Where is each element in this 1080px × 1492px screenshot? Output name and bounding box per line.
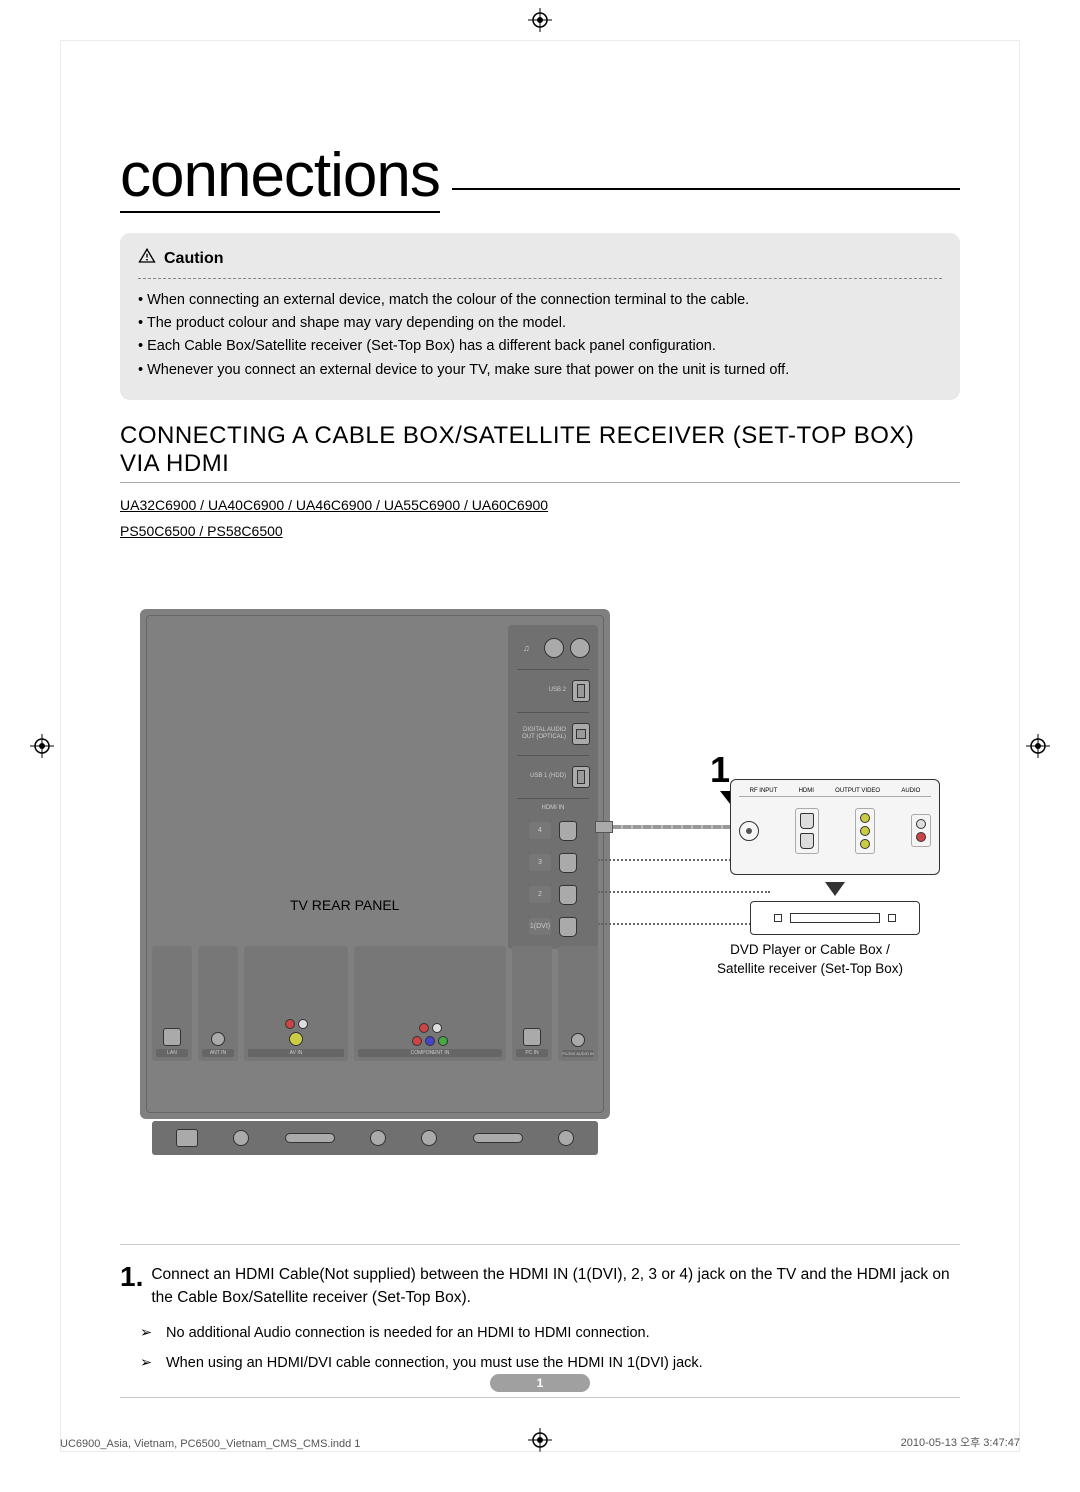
bottom-port-row: LAN ANT IN AV IN COMPONENT IN PC IN PC/D… xyxy=(152,946,598,1061)
usb1-label: USB 1 (HDD) xyxy=(516,773,566,780)
hdmi-port-label: 2 xyxy=(529,886,551,903)
hdmi-port-icon xyxy=(800,833,814,849)
set-top-box-panel: RF INPUT HDMI OUTPUT VIDEO AUDIO xyxy=(730,779,940,875)
hdmi-port-icon xyxy=(559,885,577,905)
port-icon xyxy=(421,1130,437,1146)
arrow-down-icon xyxy=(825,882,845,896)
tv-panel-label: TV REAR PANEL xyxy=(290,897,399,913)
side-port-column: ♫ USB 2 DIGITAL AUDIO OUT (OPTICAL) USB … xyxy=(508,625,598,949)
stb-port-label: HDMI xyxy=(799,788,814,794)
stb-caption: DVD Player or Cable Box / Satellite rece… xyxy=(690,941,930,979)
footer-timestamp: 2010-05-13 오후 3:47:47 xyxy=(901,1434,1020,1450)
hdmi-port-label: 3 xyxy=(529,854,551,871)
usb2-label: USB 2 xyxy=(516,687,566,694)
lan-port-icon xyxy=(163,1028,181,1046)
hdmi-port-icon xyxy=(800,813,814,829)
hdmi-port-group: HDMI IN 4 3 2 1(DVI) xyxy=(508,805,598,941)
connection-line xyxy=(598,923,770,925)
rf-port-icon xyxy=(739,821,759,841)
port-icon xyxy=(233,1130,249,1146)
port-icon xyxy=(370,1130,386,1146)
hdmi-header-label: HDMI IN xyxy=(508,805,598,811)
port-icon xyxy=(285,1133,335,1143)
step-number: 1 xyxy=(710,749,730,791)
stb-port-label: AUDIO xyxy=(901,788,920,794)
port-icon xyxy=(176,1129,198,1147)
headphone-jack-icon: ♫ xyxy=(544,638,564,658)
page-frame: connections Caution When connecting an e… xyxy=(60,40,1020,1452)
pc-audio-port-icon xyxy=(571,1033,585,1047)
page-number-badge: 1 xyxy=(490,1374,590,1392)
optical-label: DIGITAL AUDIO OUT (OPTICAL) xyxy=(516,727,566,740)
title-rule xyxy=(452,188,960,190)
stb-port-label: OUTPUT VIDEO xyxy=(835,788,880,794)
dvd-player-icon xyxy=(750,901,920,935)
bottom-connector-bar xyxy=(152,1121,598,1155)
registration-mark-top xyxy=(528,8,552,32)
connection-line xyxy=(598,891,770,893)
usb-port-icon xyxy=(572,680,590,702)
pc-in-port-icon xyxy=(523,1028,541,1046)
hdmi-port-label: 1(DVI) xyxy=(529,918,551,935)
port-icon xyxy=(473,1133,523,1143)
tv-rear-panel: TV REAR PANEL ♫ USB 2 DIGITAL AUDIO OUT … xyxy=(140,609,610,1119)
port-icon xyxy=(558,1130,574,1146)
footer-filename: UC6900_Asia, Vietnam, PC6500_Vietnam_CMS… xyxy=(60,1438,360,1450)
service-port-icon xyxy=(570,638,590,658)
connection-diagram: TV REAR PANEL ♫ USB 2 DIGITAL AUDIO OUT … xyxy=(120,569,960,1139)
registration-mark-left xyxy=(30,734,54,758)
hdmi-port-icon xyxy=(559,853,577,873)
ant-port-icon xyxy=(211,1032,225,1046)
optical-port-icon xyxy=(572,723,590,745)
usb-port-icon xyxy=(572,766,590,788)
stb-port-label: RF INPUT xyxy=(750,788,778,794)
hdmi-port-icon xyxy=(559,917,577,937)
registration-mark-right xyxy=(1026,734,1050,758)
hdmi-port-label: 4 xyxy=(529,822,551,839)
hdmi-port-icon xyxy=(559,821,577,841)
